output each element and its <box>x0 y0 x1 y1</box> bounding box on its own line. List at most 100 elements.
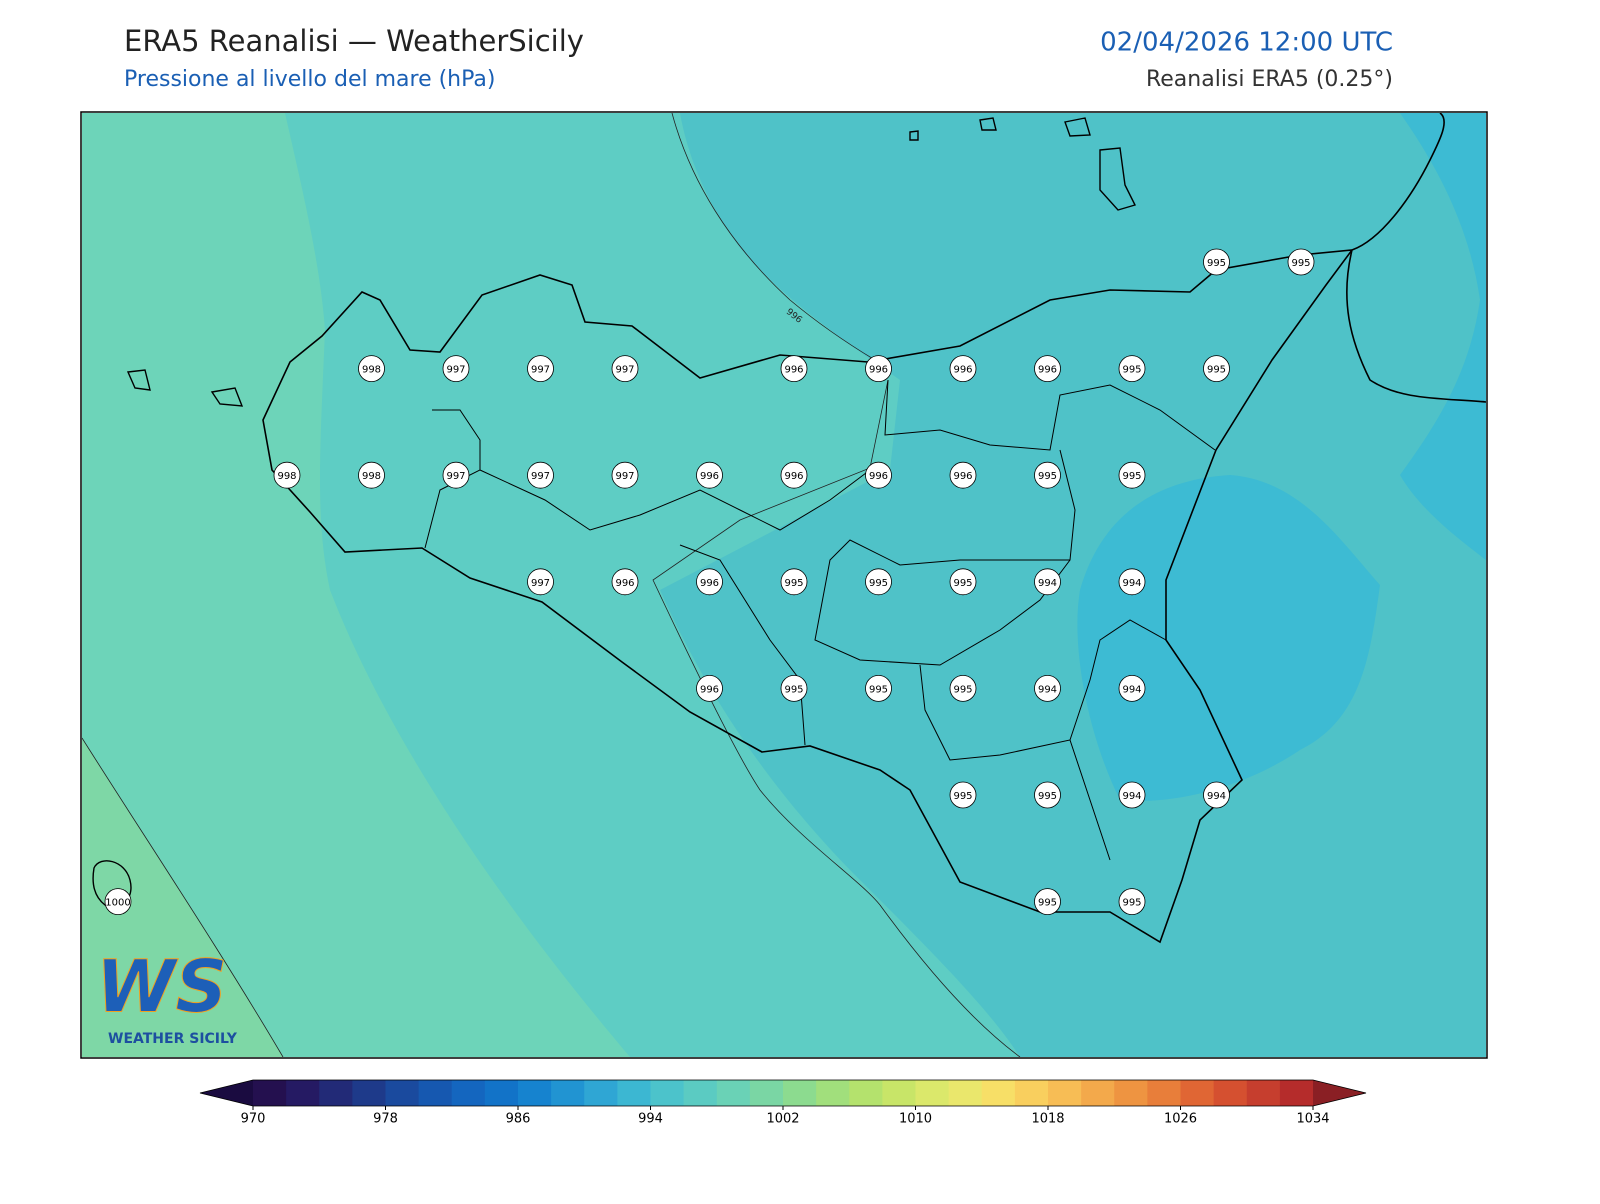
colorbar-bin <box>518 1080 552 1106</box>
colorbar-bin <box>418 1080 453 1106</box>
isobar <box>652 379 1021 1057</box>
label-bubble <box>273 461 301 489</box>
label-bubble <box>865 355 892 383</box>
colorbar-bin <box>253 1080 287 1106</box>
label-bubble <box>611 355 639 383</box>
province-border <box>424 379 1216 861</box>
station-value: 998 <box>277 471 296 482</box>
station-value: 995 <box>1038 898 1057 909</box>
station-labels: 995 995 998 997 997 997 996 996 996 996 995 995 998 9… <box>104 248 1315 915</box>
station-value: 997 <box>446 365 465 376</box>
station-value: 995 <box>869 578 888 589</box>
colorbar-bin <box>484 1080 519 1106</box>
label-bubble <box>1034 461 1061 489</box>
logo: WS WEATHER SICILY <box>96 944 238 1047</box>
datetime: 02/04/2026 12:00 UTC <box>1100 28 1393 58</box>
station-value: 996 <box>1038 365 1057 376</box>
coastline <box>1346 113 1486 403</box>
colorbar-tick-label: 978 <box>373 1112 398 1127</box>
station-value: 995 <box>1038 471 1057 482</box>
label-bubble <box>1034 675 1061 702</box>
label-bubble <box>611 568 639 596</box>
station-value: 995 <box>1038 791 1057 802</box>
label-bubble <box>358 355 385 383</box>
label-bubble <box>442 355 470 383</box>
label-bubble <box>1287 248 1315 276</box>
colorbar-bin <box>551 1080 585 1106</box>
colorbar-tick-label: 1018 <box>1031 1112 1064 1127</box>
label-bubble <box>1034 781 1061 809</box>
colorbar-bin <box>981 1080 1016 1106</box>
field <box>1077 475 1380 801</box>
label-bubble <box>1118 461 1146 489</box>
colorbar-tick-label: 1034 <box>1296 1112 1329 1127</box>
label-bubble <box>1118 888 1146 915</box>
label-bubble <box>949 781 977 809</box>
station-value: 995 <box>869 684 888 695</box>
label-bubble <box>1034 888 1061 915</box>
colorbar-under <box>200 1080 253 1106</box>
station-value: 996 <box>700 578 719 589</box>
station-value: 994 <box>1038 578 1057 589</box>
colorbar-bin <box>716 1080 751 1106</box>
label-bubble <box>611 461 639 489</box>
colorbar-bin <box>948 1080 983 1106</box>
colorbar-bin <box>1147 1080 1181 1106</box>
colorbar-bin <box>1114 1080 1148 1106</box>
title: ERA5 Reanalisi — WeatherSicily <box>124 24 584 58</box>
station-value: 997 <box>531 365 550 376</box>
station-value: 995 <box>1122 898 1141 909</box>
station-value: 994 <box>1122 684 1141 695</box>
label-bubble <box>949 461 977 489</box>
label-bubble <box>949 675 977 702</box>
station-value: 995 <box>1122 471 1141 482</box>
colorbar-bin <box>1180 1080 1215 1106</box>
station-value: 996 <box>784 365 803 376</box>
station-value: 995 <box>953 578 972 589</box>
station-value: 997 <box>531 471 550 482</box>
label-bubble <box>527 461 554 489</box>
colorbar-bin <box>584 1080 618 1106</box>
label-bubble <box>780 675 808 702</box>
colorbar-bin <box>749 1080 784 1106</box>
label-bubble <box>527 568 554 596</box>
label-bubble <box>1118 355 1146 383</box>
station-value: 995 <box>1207 258 1226 269</box>
colorbar-bin <box>683 1080 718 1106</box>
station-value: 995 <box>784 684 803 695</box>
station-value: 996 <box>953 471 972 482</box>
colorbar-bin <box>1048 1080 1082 1106</box>
colorbar: 970 978 986 994 1002 1010 1018 1026 1034 <box>199 1079 1367 1127</box>
logo-name: WEATHER SICILY <box>108 1031 238 1047</box>
label-bubble <box>442 461 470 489</box>
colorbar-bin <box>783 1080 817 1106</box>
station-value: 996 <box>869 365 888 376</box>
colorbar-bin <box>1246 1080 1281 1106</box>
colorbar-bin <box>882 1080 916 1106</box>
coastline <box>262 249 1354 944</box>
station-value: 998 <box>362 365 381 376</box>
colorbar-bin <box>849 1080 883 1106</box>
station-value: 996 <box>615 578 634 589</box>
label-bubble <box>780 568 808 596</box>
subtitle: Pressione al livello del mare (hPa) <box>124 67 495 92</box>
station-value: 997 <box>615 365 634 376</box>
label-bubble <box>104 888 132 915</box>
colorbar-bin <box>451 1080 486 1106</box>
label-bubble <box>1118 568 1146 596</box>
label-bubble <box>865 568 892 596</box>
colorbar-bin <box>1014 1080 1049 1106</box>
label-bubble <box>780 355 808 383</box>
colorbar-bin <box>617 1080 651 1106</box>
colorbar-bin <box>1213 1080 1248 1106</box>
label-bubble <box>1034 568 1061 596</box>
label-bubble <box>1118 781 1146 809</box>
station-value: 1000 <box>105 898 130 909</box>
station-value: 995 <box>1207 365 1226 376</box>
colorbar-bin <box>385 1080 420 1106</box>
source: Reanalisi ERA5 (0.25°) <box>1146 67 1393 92</box>
colorbar-bin <box>319 1080 353 1106</box>
station-value: 995 <box>953 791 972 802</box>
colorbar-bin <box>286 1080 320 1106</box>
